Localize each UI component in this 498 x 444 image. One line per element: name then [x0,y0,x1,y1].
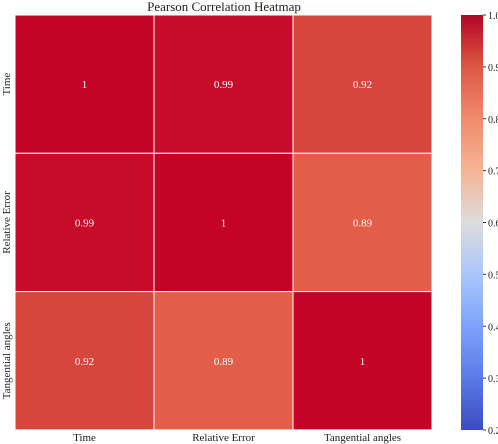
heatmap-cell [153,152,294,293]
colorbar-ticks: 0.2 0.3 0.4 0.5 0.6 0.7 0.8 0.9 1.0 [483,11,498,437]
heatmap-cell [153,291,294,431]
colorbar-tick-label: 1.0 [488,11,498,22]
colorbar-tick-label: 0.2 [488,426,498,437]
row-label: Tangential angles [1,322,13,399]
cell-value-label: 0.92 [353,79,372,91]
heatmap-cell [292,291,433,431]
cell-value-label: 0.89 [353,217,373,229]
chart-title: Pearson Correlation Heatmap [147,0,301,14]
heatmap-cell [14,14,155,154]
colorbar-tick-label: 0.5 [488,270,498,281]
colorbar-gradient [461,15,483,430]
cell-value-label: 0.89 [214,356,234,368]
row-label: Time [1,73,13,96]
colorbar-tick-label: 0.8 [488,115,498,126]
cell-value-label: 1 [360,356,366,368]
colorbar-tick-label: 0.3 [488,374,498,385]
column-label: Time [73,432,96,444]
cell-value-label: 1 [221,217,227,229]
heatmap-cell [153,14,294,154]
column-labels: Time Relative Error Tangential angles [73,432,401,444]
column-label: Tangential angles [324,432,401,444]
colorbar: 0.2 0.3 0.4 0.5 0.6 0.7 0.8 0.9 1.0 [461,11,498,437]
cell-value-label: 0.99 [75,217,95,229]
colorbar-tick-label: 0.6 [488,219,498,230]
heatmap-cell-labels: 1 0.99 0.92 0.99 1 0.89 0.92 0.89 1 [75,79,373,368]
heatmap-cell [292,152,433,293]
cell-value-label: 0.99 [214,79,234,91]
colorbar-tick-label: 0.4 [488,322,498,333]
cell-value-label: 1 [82,79,88,91]
heatmap-cell [14,152,155,293]
colorbar-tick-label: 0.9 [488,63,498,74]
column-label: Relative Error [192,432,255,444]
row-labels: Time Relative Error Tangential angles [1,73,13,400]
heatmap-cell [14,291,155,431]
cell-value-label: 0.92 [75,356,94,368]
row-label: Relative Error [1,191,13,254]
heatmap-cells [14,14,433,431]
colorbar-tick-label: 0.7 [488,167,498,178]
heatmap-cell [292,14,433,154]
